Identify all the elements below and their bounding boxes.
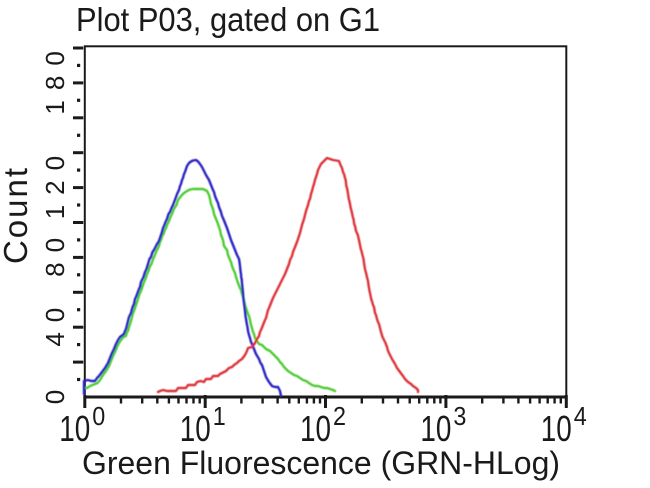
svg-text:1: 1 xyxy=(213,401,226,431)
svg-text:Green Fluorescence (GRN-HLog): Green Fluorescence (GRN-HLog) xyxy=(82,445,560,481)
svg-text:2: 2 xyxy=(333,401,346,431)
svg-text:0: 0 xyxy=(40,380,70,404)
svg-text:Count: Count xyxy=(0,166,34,264)
svg-text:120: 120 xyxy=(40,146,70,219)
svg-text:40: 40 xyxy=(40,298,70,347)
svg-text:10: 10 xyxy=(541,408,572,449)
svg-text:4: 4 xyxy=(574,401,587,431)
svg-text:80: 80 xyxy=(40,228,70,277)
svg-text:180: 180 xyxy=(40,41,70,114)
svg-text:10: 10 xyxy=(300,408,331,449)
svg-text:0: 0 xyxy=(92,401,105,431)
svg-text:10: 10 xyxy=(180,408,211,449)
svg-text:Plot P03, gated on G1: Plot P03, gated on G1 xyxy=(76,1,380,38)
svg-text:3: 3 xyxy=(453,401,466,431)
svg-text:10: 10 xyxy=(420,408,451,449)
svg-text:10: 10 xyxy=(59,408,90,449)
